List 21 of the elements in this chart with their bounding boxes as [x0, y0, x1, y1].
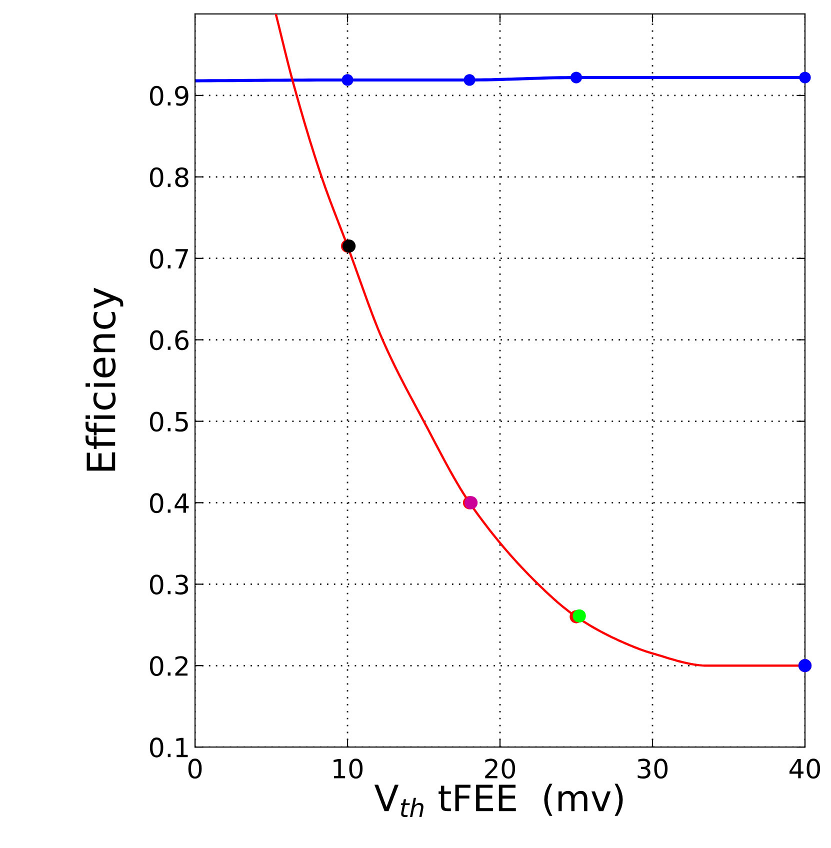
point: [570, 72, 582, 84]
y-tick-label: 0.6: [150, 330, 189, 350]
point: [799, 72, 811, 84]
point: [342, 74, 354, 86]
x-tick-label: 40: [789, 758, 820, 779]
point: [572, 609, 586, 623]
x-tick-label: 0: [188, 758, 202, 779]
y-tick-label: 0.3: [150, 574, 188, 595]
y-tick-label: 0.4: [150, 493, 189, 514]
y-axis-title: Efficiency: [86, 288, 124, 471]
x-tick-label: 10: [334, 758, 363, 779]
y-tick-label: 0.5: [150, 412, 188, 432]
y-tick-label: 0.2: [150, 656, 188, 676]
y-tick-label: 0.8: [150, 167, 188, 188]
y-tick-label: 0.7: [150, 248, 188, 269]
point: [464, 74, 476, 86]
y-tick-label: 0.9: [150, 86, 188, 106]
x-axis-title: V$_{th}$ tFEE (mv): [374, 784, 623, 818]
y-tick-label: 0.1: [150, 738, 188, 758]
x-tick-label: 20: [485, 758, 516, 779]
x-tick-label: 30: [638, 758, 668, 779]
